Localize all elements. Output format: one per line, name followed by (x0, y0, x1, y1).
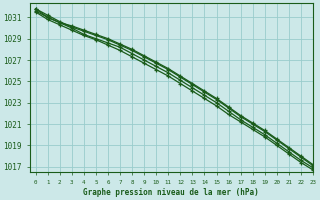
X-axis label: Graphe pression niveau de la mer (hPa): Graphe pression niveau de la mer (hPa) (84, 188, 259, 197)
